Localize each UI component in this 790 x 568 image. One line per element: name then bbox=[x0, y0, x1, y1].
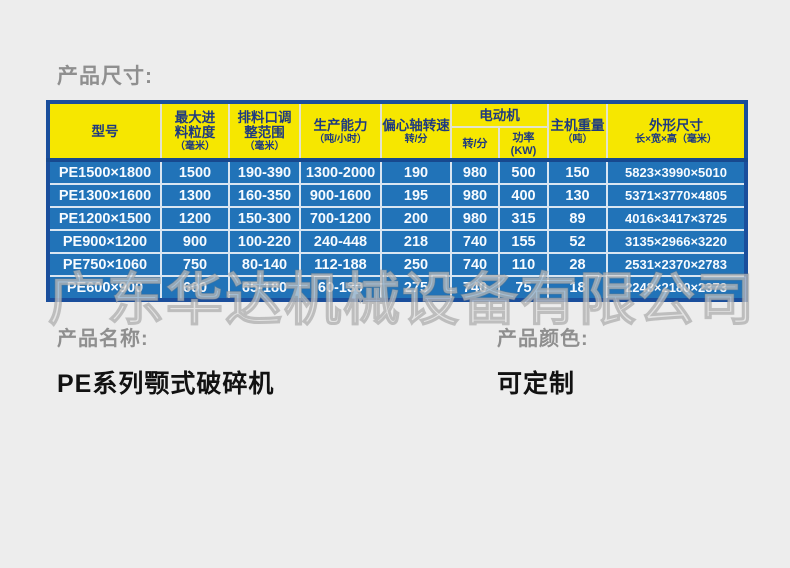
cell-eccentric: 200 bbox=[380, 206, 452, 231]
cell-discharge: 65-180 bbox=[228, 275, 301, 301]
cell-motor-power: 500 bbox=[498, 158, 549, 185]
cell-discharge: 150-300 bbox=[228, 206, 301, 231]
cell-eccentric: 218 bbox=[380, 229, 452, 254]
cell-motor-power: 315 bbox=[498, 206, 549, 231]
spec-table: 型号 最大进 料粒度 （毫米） 排料口调 整范围 （毫米） 生产能力 （吨/小时… bbox=[46, 100, 748, 302]
header-motor-power: 功率(KW) bbox=[498, 126, 549, 161]
cell-weight: 52 bbox=[547, 229, 608, 254]
cell-model: PE1200×1500 bbox=[47, 206, 162, 231]
cell-dimensions: 3135×2966×3220 bbox=[606, 229, 747, 254]
cell-weight: 18 bbox=[547, 275, 608, 301]
cell-discharge: 100-220 bbox=[228, 229, 301, 254]
cell-discharge: 190-390 bbox=[228, 158, 301, 185]
cell-capacity: 112-188 bbox=[299, 252, 382, 277]
cell-dimensions: 4016×3417×3725 bbox=[606, 206, 747, 231]
cell-model: PE600×900 bbox=[47, 275, 162, 301]
cell-model: PE1500×1800 bbox=[47, 158, 162, 185]
cell-dimensions: 2531×2370×2783 bbox=[606, 252, 747, 277]
header-capacity: 生产能力 （吨/小时） bbox=[299, 101, 382, 161]
product-name-value: PE系列颚式破碎机 bbox=[57, 370, 275, 398]
header-dimensions: 外形尺寸 长×宽×高（毫米） bbox=[606, 101, 747, 161]
cell-max-feed: 1200 bbox=[160, 206, 230, 231]
header-model: 型号 bbox=[47, 101, 162, 161]
cell-discharge: 80-140 bbox=[228, 252, 301, 277]
header-motor: 电动机 bbox=[450, 101, 549, 128]
cell-motor-power: 400 bbox=[498, 183, 549, 208]
cell-motor-power: 75 bbox=[498, 275, 549, 301]
cell-max-feed: 1300 bbox=[160, 183, 230, 208]
cell-capacity: 60-130 bbox=[299, 275, 382, 301]
cell-motor-rpm: 980 bbox=[450, 206, 500, 231]
cell-motor-rpm: 980 bbox=[450, 183, 500, 208]
cell-capacity: 240-448 bbox=[299, 229, 382, 254]
cell-motor-rpm: 740 bbox=[450, 252, 500, 277]
cell-model: PE900×1200 bbox=[47, 229, 162, 254]
table-row: PE750×1060 750 80-140 112-188 250 740 11… bbox=[47, 252, 747, 277]
header-row-motor-sub: 转/分 功率(KW) bbox=[48, 126, 746, 161]
cell-eccentric: 250 bbox=[380, 252, 452, 277]
table-row: PE1300×1600 1300 160-350 900-1600 195 98… bbox=[47, 183, 747, 208]
cell-weight: 28 bbox=[547, 252, 608, 277]
cell-capacity: 1300-2000 bbox=[299, 158, 382, 185]
header-motor-rpm: 转/分 bbox=[450, 126, 500, 161]
table-row: PE600×900 600 65-180 60-130 275 740 75 1… bbox=[47, 275, 747, 301]
cell-max-feed: 750 bbox=[160, 252, 230, 277]
table-row: PE900×1200 900 100-220 240-448 218 740 1… bbox=[47, 229, 747, 254]
product-color-label: 产品颜色: bbox=[497, 328, 589, 350]
cell-eccentric: 190 bbox=[380, 158, 452, 185]
header-max-feed: 最大进 料粒度 （毫米） bbox=[160, 101, 230, 161]
product-name-label: 产品名称: bbox=[57, 328, 149, 350]
page-title: 产品尺寸: bbox=[57, 65, 153, 88]
cell-model: PE1300×1600 bbox=[47, 183, 162, 208]
cell-eccentric: 195 bbox=[380, 183, 452, 208]
cell-capacity: 900-1600 bbox=[299, 183, 382, 208]
cell-motor-power: 155 bbox=[498, 229, 549, 254]
header-eccentric-speed: 偏心轴转速 转/分 bbox=[380, 101, 452, 161]
header-discharge-range: 排料口调 整范围 （毫米） bbox=[228, 101, 301, 161]
cell-dimensions: 2248×2180×2373 bbox=[606, 275, 747, 301]
cell-dimensions: 5823×3990×5010 bbox=[606, 158, 747, 185]
header-row-main: 型号 最大进 料粒度 （毫米） 排料口调 整范围 （毫米） 生产能力 （吨/小时… bbox=[47, 101, 747, 161]
table-row: PE1200×1500 1200 150-300 700-1200 200 98… bbox=[47, 206, 747, 231]
cell-weight: 150 bbox=[547, 158, 608, 185]
cell-max-feed: 900 bbox=[160, 229, 230, 254]
cell-motor-rpm: 740 bbox=[450, 229, 500, 254]
cell-motor-rpm: 980 bbox=[450, 158, 500, 185]
header-weight: 主机重量 （吨） bbox=[547, 101, 608, 161]
table-row: PE1500×1800 1500 190-390 1300-2000 190 9… bbox=[47, 158, 747, 185]
cell-motor-power: 110 bbox=[498, 252, 549, 277]
product-color-value: 可定制 bbox=[497, 370, 576, 398]
cell-eccentric: 275 bbox=[380, 275, 452, 301]
cell-discharge: 160-350 bbox=[228, 183, 301, 208]
cell-max-feed: 600 bbox=[160, 275, 230, 301]
cell-weight: 89 bbox=[547, 206, 608, 231]
cell-weight: 130 bbox=[547, 183, 608, 208]
cell-dimensions: 5371×3770×4805 bbox=[606, 183, 747, 208]
cell-model: PE750×1060 bbox=[47, 252, 162, 277]
cell-motor-rpm: 740 bbox=[450, 275, 500, 301]
cell-max-feed: 1500 bbox=[160, 158, 230, 185]
cell-capacity: 700-1200 bbox=[299, 206, 382, 231]
